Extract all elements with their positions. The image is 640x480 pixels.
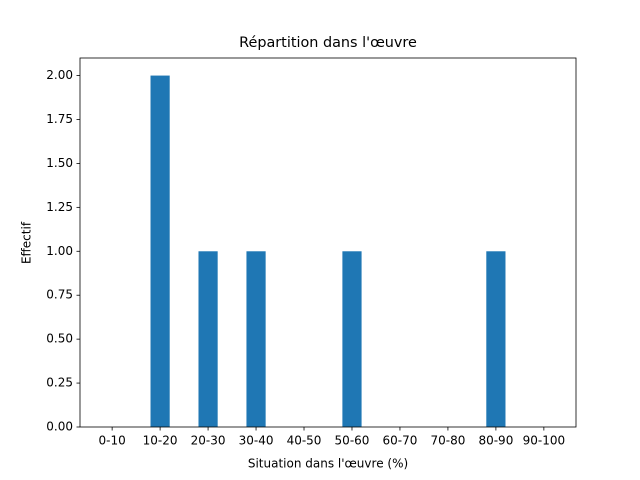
y-axis-label: Effectif [20, 221, 34, 264]
bar [198, 251, 218, 427]
bar [342, 251, 362, 427]
y-tick-label: 2.00 [46, 68, 73, 82]
x-tick-label: 0-10 [99, 434, 126, 448]
bar [150, 75, 170, 428]
x-tick-label: 40-50 [287, 434, 322, 448]
x-axis-label: Situation dans l'œuvre (%) [248, 457, 408, 471]
y-tick-label: 1.75 [46, 112, 73, 126]
x-tick-label: 20-30 [191, 434, 226, 448]
bar [246, 251, 266, 427]
y-tick-label: 1.25 [46, 200, 73, 214]
x-tick-label: 10-20 [143, 434, 178, 448]
y-tick-label: 0.50 [46, 332, 73, 346]
y-tick-label: 1.00 [46, 244, 73, 258]
y-tick-label: 1.50 [46, 156, 73, 170]
chart-title: Répartition dans l'œuvre [239, 35, 417, 51]
x-tick-label: 30-40 [239, 434, 274, 448]
y-tick-label: 0.25 [46, 376, 73, 390]
plot-frame [79, 57, 577, 428]
y-tick-label: 0.00 [46, 420, 73, 434]
x-tick-label: 50-60 [335, 434, 370, 448]
x-tick-label: 80-90 [478, 434, 513, 448]
bar [486, 251, 506, 427]
x-tick-label: 70-80 [430, 434, 465, 448]
x-tick-label: 90-100 [523, 434, 566, 448]
y-tick-label: 0.75 [46, 288, 73, 302]
x-tick-label: 60-70 [383, 434, 418, 448]
